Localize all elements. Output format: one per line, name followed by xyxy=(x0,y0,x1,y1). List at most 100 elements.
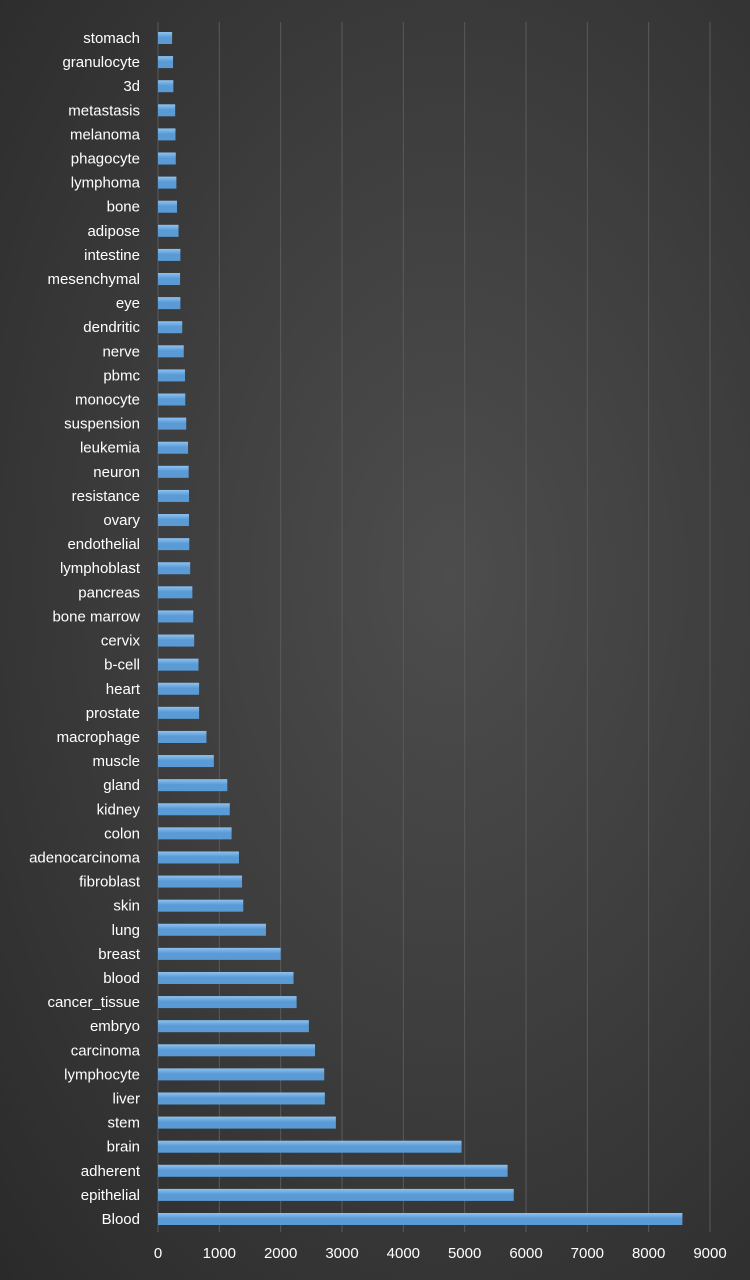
category-label: muscle xyxy=(92,753,140,770)
category-label: phagocyte xyxy=(71,151,140,168)
category-label: dendritic xyxy=(83,319,140,336)
bar-cancer-tissue xyxy=(158,996,297,1009)
category-label: epithelial xyxy=(81,1187,140,1204)
bar-granulocyte xyxy=(158,56,174,69)
bar-colon xyxy=(158,827,232,840)
category-labels: stomach granulocyte 3d metastasis melanoma ph… xyxy=(29,30,141,1228)
x-tick-label: 9000 xyxy=(693,1245,726,1262)
bar-dendritic xyxy=(158,321,183,334)
bar-suspension xyxy=(158,417,187,430)
category-label: adenocarcinoma xyxy=(29,849,141,866)
bar-phagocyte xyxy=(158,152,176,165)
category-label: embryo xyxy=(90,1018,140,1035)
category-label: suspension xyxy=(64,416,140,433)
category-label: prostate xyxy=(86,705,140,722)
category-label: lung xyxy=(112,922,140,939)
x-tick-label: 8000 xyxy=(632,1245,665,1262)
bar-melanoma xyxy=(158,128,176,141)
bar-3d xyxy=(158,80,174,93)
bar-carcinoma xyxy=(158,1044,316,1057)
bar-adipose xyxy=(158,224,179,237)
bar-liver xyxy=(158,1092,325,1105)
bar-blood xyxy=(158,971,294,984)
bar-macrophage xyxy=(158,730,207,743)
bar-breast xyxy=(158,947,281,960)
x-tick-label: 6000 xyxy=(509,1245,542,1262)
x-tick-label: 2000 xyxy=(264,1245,297,1262)
category-label: b-cell xyxy=(104,657,140,674)
category-label: lymphocyte xyxy=(64,1066,140,1083)
category-label: liver xyxy=(112,1090,140,1107)
gridlines xyxy=(157,22,711,1232)
category-label: Blood xyxy=(102,1211,140,1228)
bar-brain xyxy=(158,1140,462,1153)
bar-ovary xyxy=(158,514,189,527)
category-label: metastasis xyxy=(68,102,140,119)
category-label: endothelial xyxy=(67,536,140,553)
bar-adherent xyxy=(158,1164,508,1177)
category-label: intestine xyxy=(84,247,140,264)
category-label: bone xyxy=(107,199,140,216)
category-label: ovary xyxy=(103,512,140,529)
category-label: macrophage xyxy=(57,729,140,746)
bar-gland xyxy=(158,779,228,792)
bar-nerve xyxy=(158,345,184,358)
category-label: nerve xyxy=(102,343,140,360)
bar-endothelial xyxy=(158,538,190,551)
bar-lymphoblast xyxy=(158,562,191,575)
category-label: stem xyxy=(107,1115,140,1132)
category-label: lymphoma xyxy=(71,175,141,192)
category-label: 3d xyxy=(123,78,140,95)
category-label: cancer_tissue xyxy=(47,994,140,1011)
category-label: kidney xyxy=(97,801,141,818)
category-label: mesenchymal xyxy=(47,271,140,288)
bar-kidney xyxy=(158,803,230,816)
x-tick-label: 1000 xyxy=(203,1245,236,1262)
bar-metastasis xyxy=(158,104,176,117)
bar-skin xyxy=(158,899,244,912)
category-label: bone marrow xyxy=(52,608,140,625)
bar-epithelial xyxy=(158,1188,514,1201)
category-label: melanoma xyxy=(70,126,141,143)
category-label: blood xyxy=(103,970,140,987)
x-tick-label: 0 xyxy=(154,1245,162,1262)
category-label: resistance xyxy=(72,488,140,505)
bar-stomach xyxy=(158,32,173,44)
category-label: stomach xyxy=(83,30,140,47)
category-label: gland xyxy=(103,777,140,794)
category-label: leukemia xyxy=(80,440,141,457)
category-label: granulocyte xyxy=(62,54,140,71)
bar-intestine xyxy=(158,248,181,261)
bar-prostate xyxy=(158,706,200,719)
x-axis-tick-labels: 0 1000 2000 3000 4000 5000 6000 7000 8000 9000 xyxy=(154,1245,727,1262)
category-label: heart xyxy=(106,681,141,698)
bar-pancreas xyxy=(158,586,193,599)
bar-cervix xyxy=(158,634,195,647)
bar-b-cell xyxy=(158,658,199,671)
category-label: monocyte xyxy=(75,392,140,409)
category-label: brain xyxy=(107,1139,140,1156)
x-tick-label: 7000 xyxy=(571,1245,604,1262)
category-label: neuron xyxy=(93,464,140,481)
bar-lymphoma xyxy=(158,176,177,189)
bar-eye xyxy=(158,297,181,310)
bar-resistance xyxy=(158,489,189,502)
x-tick-label: 4000 xyxy=(387,1245,420,1262)
x-tick-label: 5000 xyxy=(448,1245,481,1262)
x-tick-label: 3000 xyxy=(325,1245,358,1262)
category-label: fibroblast xyxy=(79,874,141,891)
category-label: adipose xyxy=(87,223,140,240)
bar-mesenchymal xyxy=(158,273,181,286)
category-label: cervix xyxy=(101,633,141,650)
category-label: pancreas xyxy=(78,584,140,601)
category-label: carcinoma xyxy=(71,1042,141,1059)
category-label: pbmc xyxy=(103,367,140,384)
category-label: skin xyxy=(113,898,140,915)
bar-muscle xyxy=(158,755,214,768)
bar-stem xyxy=(158,1116,336,1129)
bar-embryo xyxy=(158,1020,309,1033)
bar-pbmc xyxy=(158,369,185,382)
bar-monocyte xyxy=(158,393,186,406)
bar-heart xyxy=(158,682,200,695)
